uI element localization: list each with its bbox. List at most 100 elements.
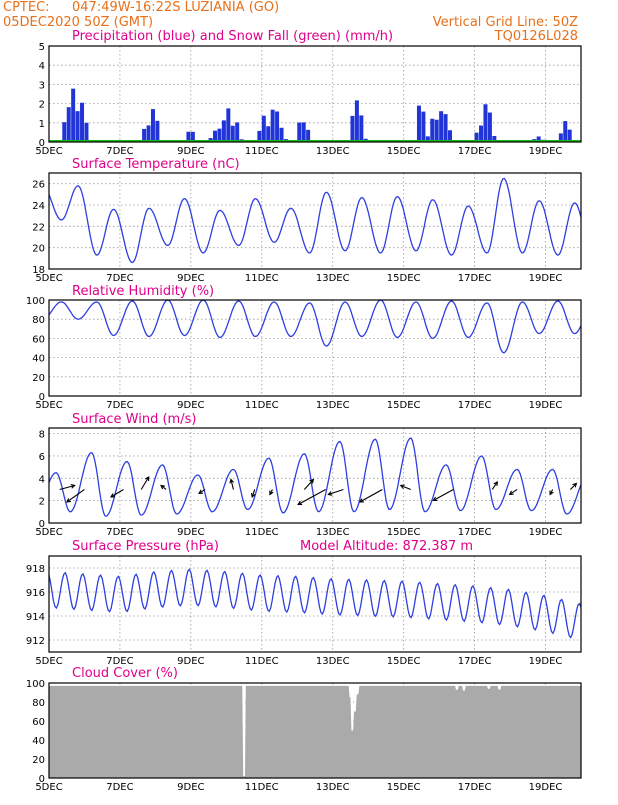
wind-vector: [491, 481, 498, 490]
wind-vector-head: [144, 475, 150, 481]
temperature-xtick-label: 5DEC: [35, 273, 62, 284]
precip-bar: [275, 111, 280, 142]
temperature-xtick-label: 9DEC: [177, 273, 204, 284]
cloud-xtick-label: 19DEC: [529, 782, 563, 793]
wind-vector: [251, 489, 256, 498]
pressure-xtick-label: 17DEC: [458, 656, 492, 667]
wind-vector: [140, 476, 150, 490]
precip-bar: [142, 128, 147, 142]
precip-bar: [301, 122, 306, 142]
temperature-ytick-label: 26: [32, 180, 45, 191]
wind-vector: [297, 488, 326, 505]
wind-vector: [359, 488, 383, 503]
pressure-xtick-label: 19DEC: [529, 656, 563, 667]
cloud-cover-area: [49, 685, 581, 778]
wind-panel: 0 2 4 6 8 5DEC 7DEC 9DEC 11DEC 13DEC 15DEC 17DEC 19D…: [35, 427, 582, 538]
precip-bar: [221, 120, 226, 142]
humidity-ytick-label: 100: [26, 296, 45, 307]
precip-title: Precipitation (blue) and Snow Fall (gree…: [72, 29, 393, 44]
precip-xtick-label: 17DEC: [458, 146, 492, 157]
temperature-xtick-label: 19DEC: [529, 273, 563, 284]
humidity-xtick-label: 5DEC: [35, 400, 62, 411]
precip-xtick-label: 9DEC: [177, 146, 204, 157]
cloud-ytick-label: 40: [32, 736, 45, 747]
precip-bar: [146, 125, 151, 142]
humidity-xtick-label: 13DEC: [316, 400, 350, 411]
pressure-xtick-label: 13DEC: [316, 656, 350, 667]
humidity-panel: 0 20 40 60 80 100 5DEC 7DEC 9DEC 11DEC 13DEC 15DEC 1…: [26, 296, 582, 411]
cloud-ytick-label: 100: [26, 679, 45, 690]
pressure-xtick-label: 11DEC: [245, 656, 279, 667]
wind-vector: [198, 489, 206, 494]
pressure-ytick-label: 918: [26, 564, 45, 575]
wind-vector: [110, 488, 124, 498]
humidity-series-line: [48, 299, 582, 354]
precip-bar: [350, 115, 355, 142]
wind-frame: [48, 427, 582, 524]
wind-xtick-label: 7DEC: [106, 527, 133, 538]
precip-bar: [416, 105, 421, 142]
precip-ytick-label: 1: [39, 119, 45, 130]
humidity-title: Relative Humidity (%): [72, 284, 214, 299]
temperature-ytick-label: 24: [32, 201, 45, 212]
precip-ytick-label: 4: [39, 61, 45, 72]
humidity-ytick-label: 0: [39, 392, 45, 403]
precip-panel: 0 1 2 3 4 5 5DEC 7DEC 9DEC 11DEC 13DEC 15DEC 17DEC 19…: [35, 42, 582, 157]
wind-vector-head: [198, 489, 204, 495]
header-source: CPTEC:: [3, 0, 50, 15]
wind-vector-head: [508, 490, 514, 496]
wind-vector: [569, 483, 577, 490]
wind-vector: [303, 479, 314, 490]
wind-xtick-label: 5DEC: [35, 527, 62, 538]
wind-vector: [230, 479, 234, 490]
pressure-ytick-label: 916: [26, 588, 45, 599]
precip-xtick-label: 13DEC: [316, 146, 350, 157]
precip-bar: [448, 130, 452, 142]
precip-ytick-label: 3: [39, 80, 45, 91]
wind-vector-head: [66, 498, 72, 503]
precip-bar: [536, 136, 541, 142]
pressure-xtick-label: 15DEC: [387, 656, 421, 667]
pressure-ytick-label: 914: [26, 612, 45, 623]
wind-vector: [59, 484, 75, 491]
precip-bar: [297, 122, 302, 142]
cloud-xtick-label: 11DEC: [245, 782, 279, 793]
wind-vector-head: [269, 490, 274, 496]
precip-xtick-label: 15DEC: [387, 146, 421, 157]
precip-bar: [186, 131, 191, 142]
wind-vector-head: [309, 478, 315, 484]
header-grid-note: Vertical Grid Line: 50Z: [433, 15, 578, 30]
pressure-title: Surface Pressure (hPa): [72, 539, 219, 554]
humidity-xtick-label: 17DEC: [458, 400, 492, 411]
precip-bar: [359, 115, 364, 142]
humidity-frame: [48, 299, 582, 397]
wind-xtick-label: 9DEC: [177, 527, 204, 538]
precip-bar: [155, 120, 160, 142]
precip-bar: [257, 130, 262, 142]
temperature-ytick-label: 22: [32, 222, 45, 233]
wind-xtick-label: 19DEC: [529, 527, 563, 538]
pressure-xtick-label: 7DEC: [106, 656, 133, 667]
cloud-title: Cloud Cover (%): [72, 666, 178, 681]
precip-bar: [84, 122, 89, 142]
precip-bar: [75, 111, 80, 142]
wind-vector: [400, 484, 411, 490]
precip-bar: [261, 115, 266, 142]
precip-xtick-label: 5DEC: [35, 146, 62, 157]
wind-title: Surface Wind (m/s): [72, 412, 196, 427]
temperature-xtick-label: 13DEC: [316, 273, 350, 284]
wind-vector-head: [250, 492, 256, 499]
precip-ytick-label: 2: [39, 100, 45, 111]
temperature-ytick-label: 20: [32, 244, 45, 255]
wind-vector: [66, 489, 85, 503]
pressure-series-line: [48, 568, 582, 639]
cloud-xtick-label: 15DEC: [387, 782, 421, 793]
precip-bar: [66, 107, 71, 142]
precip-bar: [443, 114, 448, 142]
wind-ytick-label: 8: [39, 430, 45, 441]
wind-vector-head: [432, 496, 438, 502]
temperature-xtick-label: 15DEC: [387, 273, 421, 284]
wind-xtick-label: 11DEC: [245, 527, 279, 538]
precip-bar: [270, 109, 275, 142]
temperature-frame: [48, 172, 582, 270]
